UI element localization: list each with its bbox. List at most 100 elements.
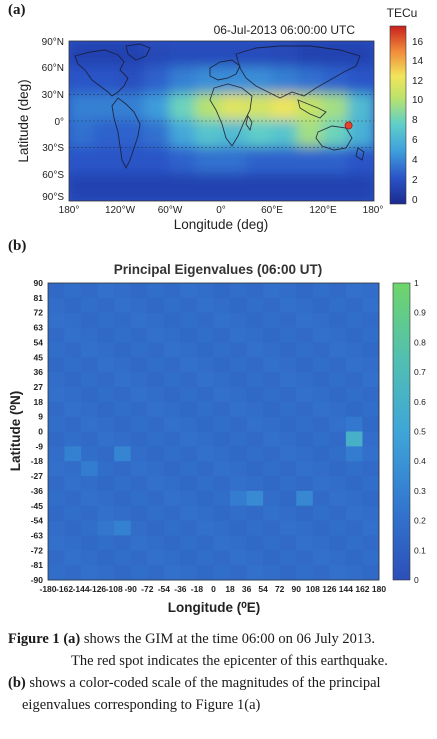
eigen-cell xyxy=(362,490,380,507)
eigen-colorbar-tick: 0.4 xyxy=(414,456,426,466)
eigen-cell xyxy=(114,565,132,581)
eigen-cell xyxy=(196,342,214,358)
eigen-cell xyxy=(296,372,314,388)
eigen-cell xyxy=(81,342,99,358)
eigen-cell xyxy=(345,342,363,358)
eigen-x-tick: -54 xyxy=(158,584,171,594)
eigen-x-tick: 72 xyxy=(275,584,285,594)
eigen-cell xyxy=(81,416,99,432)
eigen-cell xyxy=(246,416,264,432)
eigen-cell xyxy=(81,520,99,536)
eigen-cell xyxy=(147,327,165,343)
eigen-cell xyxy=(196,297,214,314)
eigen-cell xyxy=(196,283,214,299)
eigen-cell xyxy=(196,401,214,418)
caption-line-2: The red spot indicates the epicenter of … xyxy=(71,653,388,669)
x-tick-60e: 60°E xyxy=(261,205,283,216)
eigen-cell xyxy=(97,372,115,388)
eigen-cell xyxy=(213,372,231,388)
map-y-ticks: 90°N 60°N 30°N 0° 30°S 60°S 90°S xyxy=(42,37,65,203)
eigen-cell xyxy=(213,431,231,447)
eigen-cell xyxy=(48,416,65,432)
eigen-cell xyxy=(296,490,314,507)
eigen-cell xyxy=(130,565,148,581)
eigen-cell xyxy=(246,372,264,388)
eigen-x-tick: -126 xyxy=(89,584,106,594)
eigen-x-tick: -162 xyxy=(56,584,73,594)
eigen-cell xyxy=(263,357,281,373)
eigen-cell xyxy=(81,401,99,418)
eigen-cell xyxy=(180,535,198,551)
eigen-cell xyxy=(329,476,347,492)
eigen-cell xyxy=(196,490,214,507)
tec-tick-2: 2 xyxy=(412,175,418,186)
eigen-cell xyxy=(114,416,132,432)
eigen-cell xyxy=(48,283,65,299)
eigen-cell xyxy=(64,505,82,521)
eigen-cell xyxy=(279,312,297,328)
eigen-cell xyxy=(296,357,314,373)
eigen-cell xyxy=(213,461,231,477)
eigen-y-tick: 54 xyxy=(34,337,44,347)
eigen-cell xyxy=(180,565,198,581)
eigen-cell xyxy=(263,297,281,314)
caption-line-1: Figure 1 (a) shows the GIM at the time 0… xyxy=(8,628,433,650)
eigen-cell xyxy=(246,461,264,477)
eigen-cell xyxy=(97,505,115,521)
eigen-y-tick: -18 xyxy=(31,456,44,466)
eigen-cell xyxy=(147,357,165,373)
eigen-cell xyxy=(130,505,148,521)
eigen-cell xyxy=(230,446,247,462)
eigen-cell xyxy=(329,283,347,299)
eigen-cell xyxy=(196,327,214,343)
eigen-cell xyxy=(64,401,82,418)
eigen-cell xyxy=(114,357,132,373)
eigen-cell xyxy=(246,297,264,314)
eigen-cell xyxy=(114,327,132,343)
eigen-cell xyxy=(362,297,380,314)
eigen-cell xyxy=(196,416,214,432)
eigen-cell xyxy=(296,550,314,566)
eigen-cell xyxy=(180,505,198,521)
tec-cell xyxy=(118,66,147,96)
eigen-cell xyxy=(130,297,148,314)
eigen-cell xyxy=(312,312,330,328)
eigen-y-tick: 45 xyxy=(34,352,44,362)
eigen-cell xyxy=(147,505,165,521)
eigen-cell xyxy=(64,446,82,462)
eigen-cell xyxy=(296,327,314,343)
tec-cell xyxy=(93,120,121,149)
tec-cell xyxy=(93,66,121,96)
eigen-cell xyxy=(312,550,330,566)
eigen-cell xyxy=(362,565,380,581)
tec-cell xyxy=(195,146,223,176)
eigen-cell xyxy=(263,327,281,343)
eigen-cell xyxy=(279,446,297,462)
eigen-cell xyxy=(213,565,231,581)
eigen-x-tick: 18 xyxy=(225,584,235,594)
eigen-x-tick: 180 xyxy=(372,584,386,594)
eigen-cell xyxy=(48,431,65,447)
tec-cell xyxy=(195,173,223,201)
eigen-cell xyxy=(147,416,165,432)
eigen-cell xyxy=(345,520,363,536)
tec-cell xyxy=(144,41,172,69)
eigen-cell xyxy=(81,535,99,551)
eigen-cell xyxy=(312,461,330,477)
eigen-cell xyxy=(163,386,181,403)
map-gridlines xyxy=(69,94,374,148)
tec-colorbar-title: TECu xyxy=(387,6,418,20)
eigen-cell xyxy=(180,446,198,462)
eigen-cell xyxy=(196,357,214,373)
eigen-cell xyxy=(81,446,99,462)
eigen-cell xyxy=(180,312,198,328)
tec-cell xyxy=(69,173,96,201)
tec-cell xyxy=(69,146,96,176)
eigen-axis-ticks: 90817263544536271890-9-18-27-36-45-54-63… xyxy=(31,278,387,594)
eigen-cell xyxy=(213,446,231,462)
map-x-axis-label: Longitude (deg) xyxy=(174,217,269,232)
eigen-cell xyxy=(263,386,281,403)
eigen-cell xyxy=(279,372,297,388)
eigen-x-tick: 36 xyxy=(242,584,252,594)
eigen-cell xyxy=(130,357,148,373)
